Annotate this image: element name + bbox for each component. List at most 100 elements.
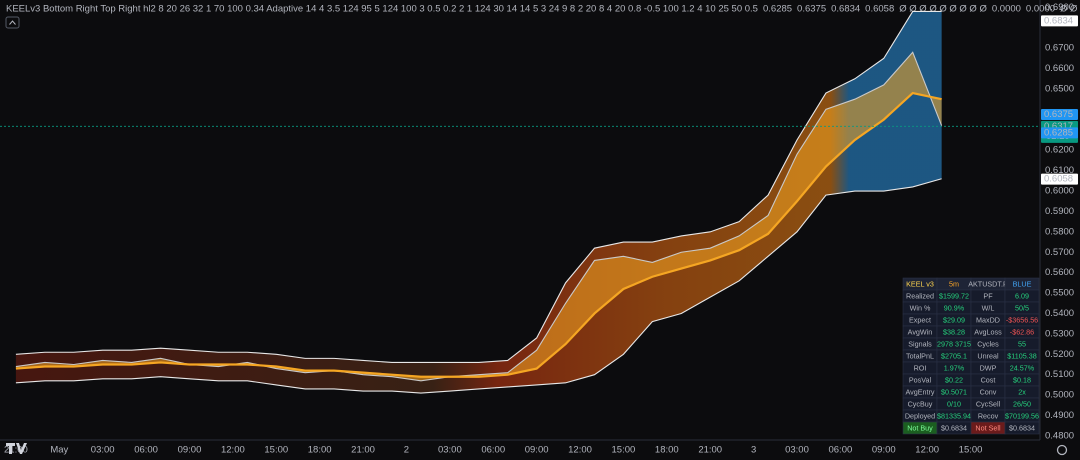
x-tick-label: 15:00: [959, 445, 983, 456]
y-tick-label: 0.5600: [1045, 267, 1074, 278]
table-text: Unreal: [977, 351, 999, 360]
y-tick-label: 0.5200: [1045, 349, 1074, 360]
y-tick-label: 0.5100: [1045, 369, 1074, 380]
table-text: $1105.38: [1007, 351, 1036, 360]
y-tick-label: 0.6900: [1045, 2, 1074, 13]
price-label-box: [1041, 108, 1078, 120]
x-tick-label: 03:00: [91, 445, 115, 456]
table-text: -$62.86: [1010, 327, 1034, 336]
table-text: 24.57%: [1010, 363, 1035, 372]
x-tick-label: 06:00: [828, 445, 852, 456]
table-text: Realized: [906, 291, 934, 300]
x-tick-label: 09:00: [525, 445, 549, 456]
y-tick-label: 0.5500: [1045, 288, 1074, 299]
x-tick-label: 21:00: [698, 445, 722, 456]
table-text: Deployed: [905, 411, 935, 420]
x-tick-label: 12:00: [221, 445, 245, 456]
y-tick-label: 0.5900: [1045, 206, 1074, 217]
table-cell: [1004, 421, 1040, 435]
x-tick-label: 15:00: [612, 445, 636, 456]
header-value: 0.6058: [865, 4, 894, 15]
table-text: KEEL v3: [906, 279, 934, 288]
table-text: $29.09: [943, 315, 965, 324]
x-tick-label: 15:00: [264, 445, 288, 456]
header-value: Ø Ø: [1060, 4, 1078, 15]
series-line: [15, 51, 943, 382]
y-tick-label: 0.5000: [1045, 390, 1074, 401]
x-tick-label: 06:00: [481, 445, 505, 456]
table-text: $0.6834: [941, 423, 967, 432]
table-text: Conv: [980, 387, 997, 396]
table-text: $0.6834: [1009, 423, 1035, 432]
header-value: 0.0000: [992, 4, 1021, 15]
table-text: ROI: [914, 363, 927, 372]
x-tick-label: 09:00: [178, 445, 202, 456]
price-label: 0.6058: [1044, 174, 1073, 185]
y-tick-label: 0.5800: [1045, 226, 1074, 237]
y-tick-label: 0.5400: [1045, 308, 1074, 319]
table-text: $81335.94: [937, 411, 971, 420]
y-tick-label: 0.6200: [1045, 145, 1074, 156]
y-tick-label: 0.6100: [1045, 165, 1074, 176]
table-text: CycBuy: [908, 399, 933, 408]
x-tick-label: 2: [404, 445, 409, 456]
header-value: 0.6375: [797, 4, 826, 15]
table-text: Not Buy: [907, 423, 933, 432]
table-text: 26/50: [1013, 399, 1031, 408]
table-text: Win %: [910, 303, 931, 312]
table-text: AvgWin: [908, 327, 933, 336]
price-label-box: [1041, 15, 1078, 27]
header-params: KEELv3 Bottom Right Top Right hl2 8 20 2…: [6, 4, 758, 15]
table-text: PF: [983, 291, 993, 300]
y-tick-label: 0.5700: [1045, 247, 1074, 258]
x-tick-label: 18:00: [308, 445, 332, 456]
table-text: TotalPnL: [906, 351, 934, 360]
series-line: [15, 10, 942, 363]
x-tick-label: 12:00: [915, 445, 939, 456]
table-text: 90.9%: [944, 303, 965, 312]
table-text: BLUE: [1013, 279, 1032, 288]
table-text: $0.18: [1013, 375, 1031, 384]
collapse-icon: [9, 20, 16, 25]
price-label-box: [1041, 127, 1078, 139]
x-tick-label: May: [50, 445, 68, 456]
table-text: AvgLoss: [974, 327, 1002, 336]
y-tick-label: 0.6700: [1045, 43, 1074, 54]
y-tick-label: 0.4900: [1045, 410, 1074, 421]
x-tick-label: 18:00: [655, 445, 679, 456]
settings-icon[interactable]: [1056, 444, 1068, 456]
y-tick-label: 0.6600: [1045, 63, 1074, 74]
table-text: $0.22: [945, 375, 963, 384]
table-text: Cost: [981, 375, 996, 384]
header-value: 0.0000: [1026, 4, 1055, 15]
table-text: $70199.56: [1005, 411, 1039, 420]
series-line: [15, 91, 942, 378]
price-label: 0.6834: [1044, 15, 1073, 26]
header-value: 0.6834: [831, 4, 860, 15]
table-text: Not Sell: [975, 423, 1001, 432]
price-label-box: [1041, 173, 1078, 185]
tv-logo: [6, 443, 27, 454]
table-text: $38.28: [943, 327, 965, 336]
x-tick-label: 3: [751, 445, 756, 456]
price-label: 0.6375: [1044, 109, 1073, 120]
table-text: PosVal: [909, 375, 932, 384]
table-text: 2x: [1018, 387, 1026, 396]
table-text: $2705.1: [941, 351, 967, 360]
table-text: 6.09: [1015, 291, 1029, 300]
x-tick-label: 03:00: [438, 445, 462, 456]
table-text: CycSell: [976, 399, 1001, 408]
y-tick-label: 0.6000: [1045, 186, 1074, 197]
y-tick-label: 0.5300: [1045, 328, 1074, 339]
header-value: 0.6285: [763, 4, 792, 15]
table-text: 5m: [949, 279, 959, 288]
collapse-button[interactable]: [5, 16, 20, 29]
y-tick-label: 0.4800: [1045, 430, 1074, 441]
table-text: 55: [1018, 339, 1026, 348]
table-text: $1599.72: [939, 291, 969, 300]
header-value: Ø Ø Ø Ø Ø Ø Ø Ø Ø: [899, 4, 987, 15]
table-text: DWP: [980, 363, 997, 372]
y-tick-label: 0.6500: [1045, 83, 1074, 94]
